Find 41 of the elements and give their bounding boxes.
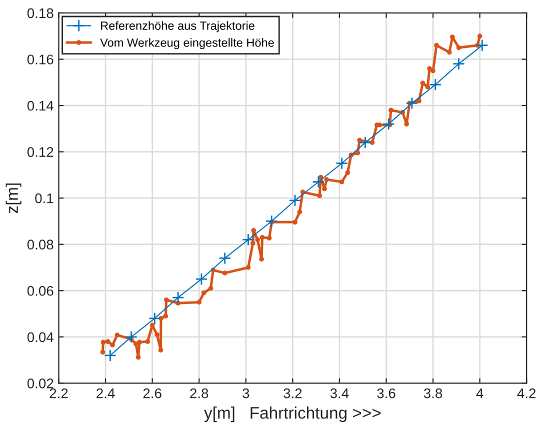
y-tick-label: 0.14 xyxy=(27,100,54,111)
point xyxy=(382,118,395,130)
point xyxy=(336,157,348,170)
point xyxy=(104,349,116,362)
point xyxy=(125,330,138,344)
point xyxy=(452,58,466,70)
x-tick-label: 4 xyxy=(476,388,484,398)
legend-label: Vom Werkzeug eingestellte Höhe xyxy=(100,38,274,50)
point xyxy=(148,312,161,325)
point xyxy=(172,291,184,304)
y-axis-title: z[m] xyxy=(6,184,22,214)
x-tick-label: 3.2 xyxy=(284,388,302,398)
y-tick-label: 0.06 xyxy=(27,286,54,296)
y-tick-label: 0.16 xyxy=(27,54,54,64)
legend-label: Referenzhöhe aus Trajektorie xyxy=(101,21,254,32)
point xyxy=(429,78,442,91)
x-tick-label: 3.8 xyxy=(424,388,442,398)
y-tick-label: 0.18 xyxy=(27,8,54,18)
x-axis-title: y[m] Fahrtrichtung >>> xyxy=(204,406,381,422)
x-tick-label: 3.6 xyxy=(377,388,396,398)
y-tick-label: 0.04 xyxy=(27,332,54,342)
x-tick-label: 2.2 xyxy=(50,388,68,398)
point xyxy=(406,96,418,110)
point xyxy=(312,176,325,188)
point xyxy=(476,39,488,52)
point xyxy=(358,136,372,149)
point xyxy=(288,194,302,207)
x-tick-label: 3 xyxy=(242,388,250,398)
x-tick-label: 2.8 xyxy=(190,388,208,398)
x-tick-label: 2.6 xyxy=(143,388,162,398)
point xyxy=(265,214,278,228)
point xyxy=(242,233,254,246)
y-tick-label: 0.02 xyxy=(27,378,54,388)
point xyxy=(218,252,232,264)
y-tick-label: 0.1 xyxy=(35,193,54,204)
x-tick-label: 3.4 xyxy=(330,388,349,398)
y-tick-label: 0.08 xyxy=(27,240,54,250)
point xyxy=(195,272,208,286)
x-tick-label: 4.2 xyxy=(517,388,536,398)
x-tick-label: 2.4 xyxy=(96,388,115,398)
y-tick-label: 0.12 xyxy=(27,147,54,157)
